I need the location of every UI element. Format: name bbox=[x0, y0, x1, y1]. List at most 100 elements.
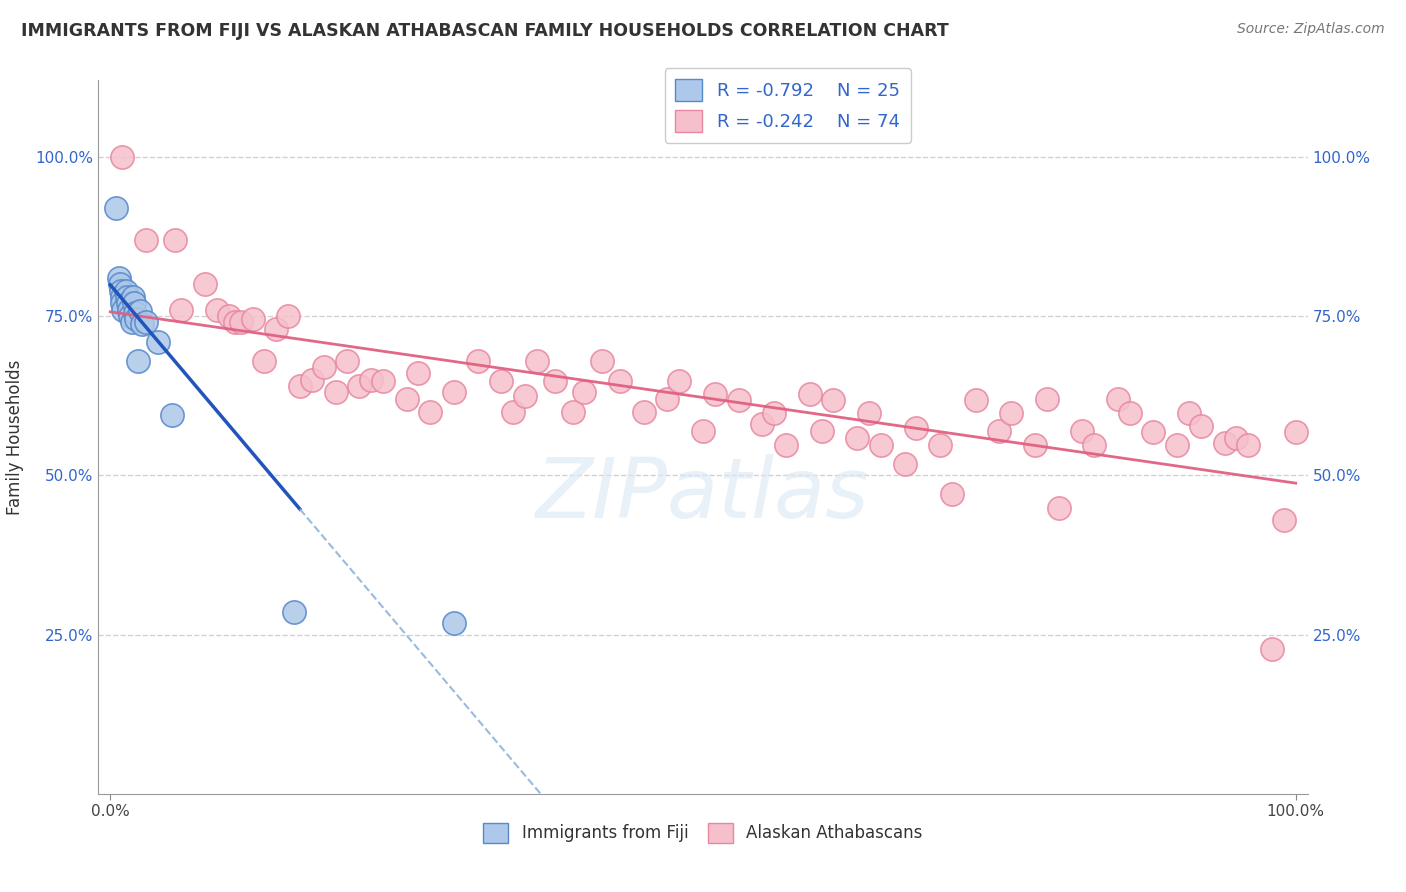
Point bbox=[823, 393, 845, 408]
Point bbox=[1036, 392, 1059, 406]
Point bbox=[301, 373, 323, 387]
Point bbox=[129, 304, 152, 318]
Point bbox=[224, 315, 246, 329]
Point bbox=[467, 353, 489, 368]
Point bbox=[1178, 406, 1201, 420]
Point bbox=[121, 315, 143, 329]
Point bbox=[1285, 425, 1308, 439]
Point bbox=[114, 284, 136, 298]
Point bbox=[170, 302, 193, 317]
Point bbox=[526, 353, 548, 368]
Point bbox=[1107, 392, 1129, 406]
Point bbox=[117, 296, 139, 310]
Point bbox=[118, 302, 141, 317]
Point bbox=[205, 302, 228, 317]
Point bbox=[1119, 406, 1142, 420]
Point bbox=[929, 438, 952, 452]
Point bbox=[1225, 431, 1247, 445]
Point bbox=[108, 277, 131, 292]
Point bbox=[277, 309, 299, 323]
Point bbox=[727, 393, 749, 408]
Point bbox=[591, 353, 613, 368]
Point bbox=[283, 605, 305, 619]
Text: Source: ZipAtlas.com: Source: ZipAtlas.com bbox=[1237, 22, 1385, 37]
Point bbox=[1272, 513, 1295, 527]
Text: ZIPatlas: ZIPatlas bbox=[536, 454, 870, 534]
Point bbox=[264, 322, 287, 336]
Point bbox=[775, 438, 797, 452]
Point bbox=[408, 367, 430, 381]
Point bbox=[122, 296, 145, 310]
Point bbox=[763, 406, 786, 420]
Y-axis label: Family Households: Family Households bbox=[7, 359, 24, 515]
Point bbox=[491, 374, 513, 388]
Point bbox=[692, 424, 714, 438]
Point bbox=[1213, 436, 1236, 450]
Point bbox=[657, 392, 679, 406]
Point bbox=[312, 359, 335, 374]
Point bbox=[131, 317, 153, 331]
Point bbox=[360, 373, 382, 387]
Point bbox=[105, 201, 128, 215]
Point bbox=[1024, 438, 1046, 452]
Point bbox=[443, 385, 465, 400]
Point bbox=[751, 417, 773, 432]
Point bbox=[574, 385, 596, 400]
Point bbox=[111, 290, 134, 304]
Point bbox=[111, 296, 134, 310]
Point bbox=[110, 284, 132, 298]
Point bbox=[288, 379, 311, 393]
Point bbox=[846, 431, 869, 445]
Point bbox=[135, 233, 157, 247]
Point bbox=[194, 277, 217, 292]
Point bbox=[858, 406, 880, 420]
Point bbox=[165, 233, 187, 247]
Point bbox=[1142, 425, 1164, 439]
Point bbox=[111, 150, 134, 164]
Point bbox=[135, 315, 157, 329]
Point bbox=[107, 270, 129, 285]
Point bbox=[125, 312, 148, 326]
Point bbox=[1261, 641, 1284, 656]
Point bbox=[242, 312, 264, 326]
Text: IMMIGRANTS FROM FIJI VS ALASKAN ATHABASCAN FAMILY HOUSEHOLDS CORRELATION CHART: IMMIGRANTS FROM FIJI VS ALASKAN ATHABASC… bbox=[21, 22, 949, 40]
Point bbox=[371, 374, 394, 388]
Point bbox=[120, 309, 142, 323]
Point bbox=[893, 457, 915, 471]
Point bbox=[1166, 438, 1188, 452]
Point bbox=[115, 290, 138, 304]
Point bbox=[443, 616, 465, 631]
Point bbox=[941, 487, 963, 501]
Point bbox=[1083, 438, 1105, 452]
Point bbox=[146, 334, 169, 349]
Point bbox=[1071, 424, 1094, 438]
Point bbox=[502, 404, 524, 418]
Point bbox=[1237, 438, 1260, 452]
Point bbox=[1000, 406, 1022, 420]
Point bbox=[121, 290, 143, 304]
Point bbox=[988, 424, 1011, 438]
Point bbox=[965, 393, 987, 408]
Point bbox=[1047, 501, 1070, 516]
Point bbox=[218, 309, 240, 323]
Point bbox=[124, 306, 146, 320]
Point bbox=[395, 392, 418, 406]
Point bbox=[561, 404, 583, 418]
Point bbox=[544, 374, 567, 388]
Point bbox=[127, 353, 149, 368]
Point bbox=[633, 404, 655, 418]
Point bbox=[419, 404, 441, 418]
Point bbox=[229, 315, 252, 329]
Point bbox=[905, 420, 928, 434]
Point bbox=[515, 389, 537, 403]
Point bbox=[609, 374, 631, 388]
Point bbox=[253, 353, 276, 368]
Point bbox=[799, 386, 821, 401]
Point bbox=[336, 353, 359, 368]
Point bbox=[1189, 418, 1212, 433]
Point bbox=[668, 374, 690, 388]
Point bbox=[869, 438, 891, 452]
Legend: Immigrants from Fiji, Alaskan Athabascans: Immigrants from Fiji, Alaskan Athabascan… bbox=[477, 816, 929, 850]
Point bbox=[810, 424, 832, 438]
Point bbox=[325, 385, 347, 400]
